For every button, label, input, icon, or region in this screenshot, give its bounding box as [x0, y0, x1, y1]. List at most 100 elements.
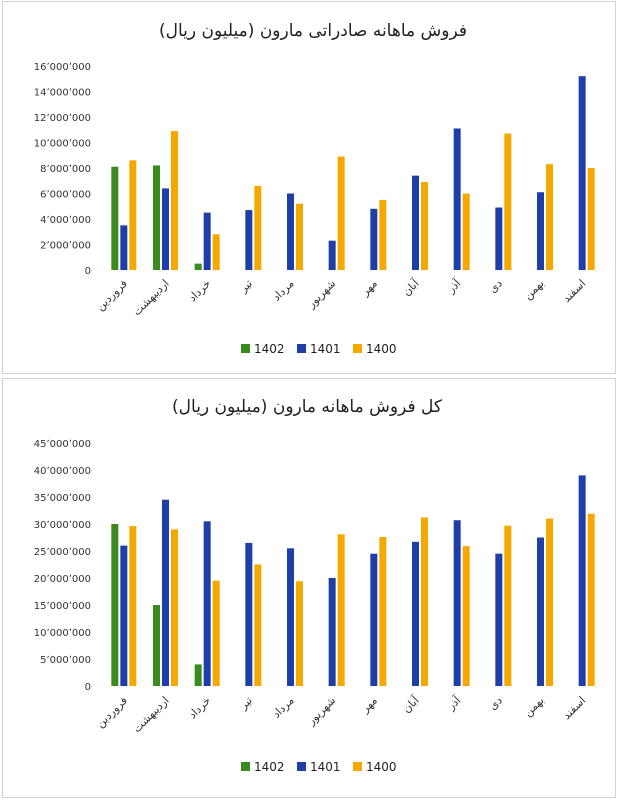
bar-1401	[120, 225, 128, 270]
bar-1401	[578, 76, 586, 270]
chart-title: فروش ماهانه صادراتی مارون (میلیون ریال)	[159, 21, 467, 41]
category-label: خرداد	[186, 694, 213, 721]
y-tick-label: 2٬000٬000	[40, 241, 91, 252]
bar-1401	[412, 541, 419, 686]
bar-1400	[504, 525, 512, 686]
export-sales-chart: فروش ماهانه صادراتی مارون (میلیون ریال) 0…	[34, 21, 595, 356]
bar-1401	[370, 553, 378, 686]
bar-1400	[504, 133, 512, 270]
bar-1401	[203, 212, 211, 270]
category-label: مرداد	[270, 694, 297, 721]
category-label: آذر	[443, 693, 464, 714]
bar-1400	[129, 160, 137, 270]
bar-1400	[462, 546, 470, 686]
legend-swatch	[297, 762, 306, 771]
chart-title: کل فروش ماهانه مارون (میلیون ریال)	[172, 397, 443, 417]
bar-1400	[296, 203, 303, 270]
category-label: اردیبهشت	[130, 694, 171, 735]
category-label: شهریور	[304, 694, 338, 728]
bar-1400	[171, 131, 178, 270]
category-label: اسفند	[560, 694, 588, 722]
y-tick-label: 15٬000٬000	[34, 601, 91, 612]
category-label: تیر	[236, 694, 255, 713]
bar-1401	[537, 537, 544, 686]
bar-1401	[328, 240, 336, 270]
total-sales-chart-panel: کل فروش ماهانه مارون (میلیون ریال) 0 5٬000…	[2, 378, 616, 798]
legend-label: 1400	[366, 342, 397, 356]
bar-1401	[412, 175, 419, 270]
y-tick-label: 4٬000٬000	[40, 215, 91, 226]
legend-swatch	[241, 344, 250, 353]
bar-1401	[537, 192, 544, 270]
y-tick-label: 0	[85, 266, 91, 277]
bar-1401	[245, 210, 253, 270]
y-tick-label: 30٬000٬000	[34, 520, 91, 531]
category-label: اسفند	[560, 277, 588, 305]
bar-1400	[546, 164, 553, 270]
y-tick-label: 14٬000٬000	[34, 88, 91, 99]
bar-1401	[578, 475, 586, 686]
category-label: خرداد	[186, 277, 213, 304]
category-label: مرداد	[270, 277, 297, 304]
bar-1400	[129, 526, 137, 686]
bar-1402	[111, 166, 119, 270]
bar-1401	[162, 499, 169, 686]
bar-1401	[287, 548, 294, 686]
total-sales-chart: کل فروش ماهانه مارون (میلیون ریال) 0 5٬000…	[34, 397, 595, 774]
category-label: بهمن	[521, 694, 546, 719]
category-label: دی	[486, 694, 505, 713]
category-label: اردیبهشت	[130, 277, 171, 318]
bar-1401	[495, 207, 503, 270]
bar-1400	[296, 581, 303, 686]
category-label: تیر	[236, 277, 255, 296]
legend-label: 1401	[310, 342, 341, 356]
y-tick-label: 12٬000٬000	[34, 113, 91, 124]
category-label: بهمن	[521, 277, 546, 302]
bar-1401	[370, 208, 378, 270]
legend-swatch	[353, 762, 362, 771]
bar-1400	[337, 534, 345, 686]
legend-label: 1401	[310, 760, 341, 774]
category-label: آبان	[399, 693, 422, 716]
bar-1402	[153, 165, 160, 270]
bar-1401	[120, 545, 128, 686]
bar-1401	[328, 578, 336, 686]
bar-1400	[421, 182, 428, 270]
legend-swatch	[297, 344, 306, 353]
category-label: دی	[486, 277, 505, 296]
bar-1402	[153, 605, 160, 686]
bar-1400	[254, 564, 262, 686]
legend-label: 1402	[254, 760, 285, 774]
bar-1400	[254, 185, 262, 270]
y-tick-label: 10٬000٬000	[34, 628, 91, 639]
y-tick-label: 6٬000٬000	[40, 190, 91, 201]
y-tick-label: 25٬000٬000	[34, 547, 91, 558]
category-label: فروردین	[94, 277, 130, 313]
bar-1402	[194, 664, 202, 686]
bar-1400	[587, 513, 595, 686]
export-sales-chart-panel: فروش ماهانه صادراتی مارون (میلیون ریال) 0…	[2, 1, 616, 374]
category-label: فروردین	[94, 694, 130, 730]
legend-label: 1400	[366, 760, 397, 774]
bar-1400	[337, 156, 345, 270]
category-label: مهر	[358, 694, 380, 716]
bar-1400	[171, 529, 178, 686]
bar-1401	[453, 520, 461, 686]
bar-1401	[162, 188, 169, 270]
category-label: آبان	[399, 276, 422, 299]
bar-1400	[546, 518, 553, 686]
legend-swatch	[241, 762, 250, 771]
category-label: آذر	[443, 276, 464, 297]
bar-1401	[453, 128, 461, 270]
category-label: مهر	[358, 277, 380, 299]
bar-1401	[203, 521, 211, 686]
y-tick-label: 20٬000٬000	[34, 574, 91, 585]
bar-1400	[587, 168, 595, 270]
y-tick-label: 0	[85, 682, 91, 693]
bar-1402	[194, 263, 202, 270]
bar-1402	[111, 524, 119, 686]
bar-1401	[245, 542, 253, 686]
bar-1400	[379, 536, 387, 686]
bar-1400	[462, 193, 470, 270]
bar-1401	[287, 193, 294, 270]
